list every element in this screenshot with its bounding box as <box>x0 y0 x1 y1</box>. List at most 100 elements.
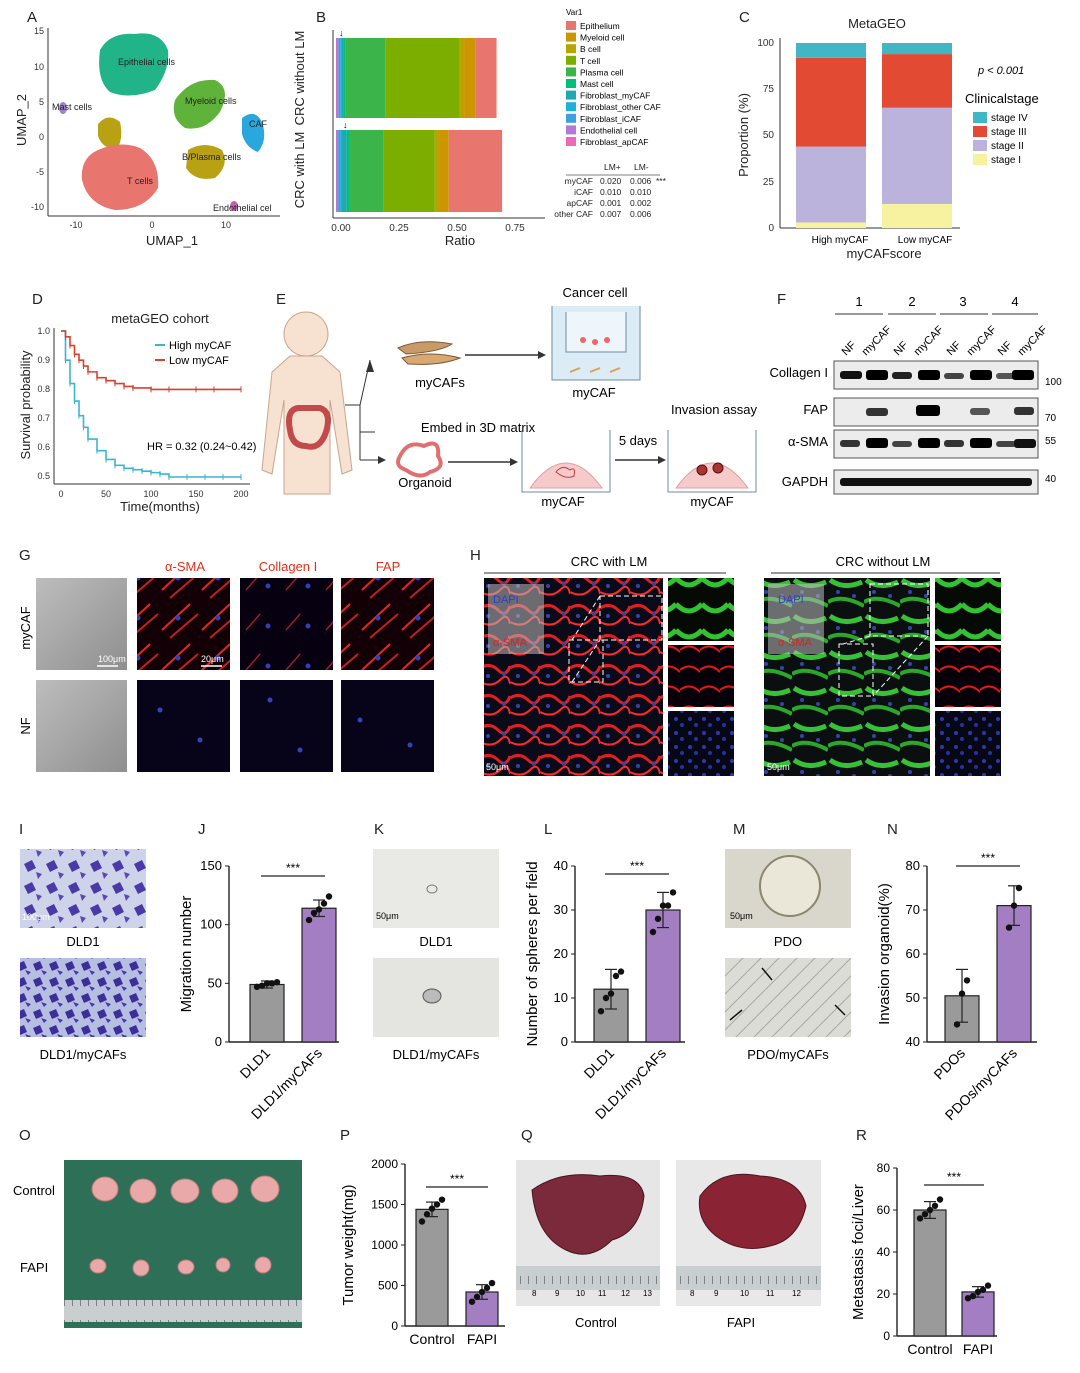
b-bar-segment <box>340 130 343 212</box>
q-label-control: Control <box>575 1315 617 1330</box>
b-bar-segment <box>448 130 503 212</box>
label-myeloid: Myeloid cells <box>185 96 237 106</box>
data-point <box>433 1201 441 1208</box>
k-sphere-large <box>422 988 442 1004</box>
tick: 10 <box>34 62 44 72</box>
data-point <box>473 1293 481 1301</box>
b-row-val: 0.007 <box>600 209 622 219</box>
o-label-fapi: FAPI <box>20 1260 48 1275</box>
panel-letter-b: B <box>316 9 326 26</box>
f-lane-3: 3 <box>959 294 966 309</box>
panel-d-survival: metaGEO cohort 1.0 0.9 0.8 0.7 0.6 0.5 0… <box>18 311 256 514</box>
umap-x-label: UMAP_1 <box>146 233 198 248</box>
b-legend-label: Fibroblast_other CAF <box>580 102 661 112</box>
c-bar-segment <box>796 222 866 228</box>
tumor <box>254 1256 272 1274</box>
b-legend-label: T cell <box>580 56 600 66</box>
data-point <box>268 980 276 987</box>
b-row-val: 0.010 <box>600 187 622 197</box>
data-point <box>974 1288 982 1296</box>
tick: 200 <box>233 489 248 499</box>
mycafs-cells-icon <box>397 341 462 365</box>
b-bar-segment <box>336 38 339 118</box>
data-point <box>936 1196 944 1203</box>
ruler-num: 10 <box>740 1289 749 1298</box>
tick: -10 <box>69 220 82 230</box>
c-x-label: myCAFscore <box>846 246 921 261</box>
bar-y-tick-label: 80 <box>877 1161 891 1175</box>
b-bar-segment <box>338 38 341 118</box>
b-bar-segment <box>383 130 435 212</box>
panel-p-tumor-weight: 2000 1500 1000 500 0 Control FAPI *** Tumor weig… <box>340 1157 505 1347</box>
k-scale: 50μm <box>376 911 399 921</box>
c-bar-segment <box>796 57 866 147</box>
panel-letter-k: K <box>374 821 384 838</box>
umap-x-ticks: -10 0 10 <box>69 220 231 230</box>
e-branch-lines <box>345 404 375 460</box>
b-bar-segment <box>385 38 460 118</box>
q-label-fapi: FAPI <box>727 1315 755 1330</box>
tumor <box>215 1257 231 1273</box>
tick: 1.0 <box>37 326 50 336</box>
data-point <box>468 1298 476 1305</box>
cluster-tcells <box>81 144 159 210</box>
bar-y-tick-label: 1000 <box>371 1238 398 1252</box>
data-point <box>325 893 333 900</box>
tick: 0.9 <box>37 355 50 365</box>
b-bar-segment <box>342 130 347 212</box>
bar-y-label: Tumor weight(mg) <box>340 1184 357 1305</box>
b-bar-segment <box>336 130 339 212</box>
cluster-endothelial <box>230 201 238 211</box>
b-row-val: 0.010 <box>630 187 652 197</box>
b-legend-swatch <box>566 113 576 123</box>
b-legend-label: Endothelial cell <box>580 125 637 135</box>
h-title-right: CRC without LM <box>836 554 931 569</box>
data-point <box>654 915 662 922</box>
tumor <box>250 1175 280 1203</box>
b-legend-title: Var1 <box>566 8 583 17</box>
tumor <box>211 1178 239 1204</box>
h-left-zoom-lines <box>571 595 601 683</box>
e-days-label: 5 days <box>619 433 658 448</box>
label-caf: CAF <box>249 119 268 129</box>
bar-category-label: Control <box>409 1331 454 1347</box>
tick: 50 <box>101 489 111 499</box>
f-lane-label: myCAF <box>860 324 895 359</box>
h-right-roi <box>838 643 874 697</box>
label-tcells: T cells <box>127 176 153 186</box>
panel-letter-a: A <box>27 9 37 26</box>
bar-y-label: Migration number <box>178 896 195 1013</box>
data-point <box>418 1218 426 1225</box>
c-pvalue: p < 0.001 <box>977 65 1024 77</box>
e-mycaf-label-3: myCAF <box>690 494 733 509</box>
tumor <box>170 1178 200 1204</box>
b-caf-table: LM+ LM- myCAF 0.020 0.006 *** iCAF 0.010… <box>554 162 666 219</box>
bar-y-tick-label: 60 <box>906 946 920 961</box>
bar-y-label: Metastasis foci/Liver <box>850 1184 867 1320</box>
b-bar-segment <box>340 38 343 118</box>
c-legend: stage IV stage III stage II stage I <box>973 112 1028 166</box>
tick: 0.5 <box>37 471 50 481</box>
label-epithelial: Epithelial cells <box>118 57 176 67</box>
panel-letter-i: I <box>19 821 23 838</box>
f-lane-label: NF <box>840 339 859 358</box>
data-point <box>931 1202 939 1210</box>
g-collagen-mycaf <box>240 578 333 670</box>
g-col-asma: α-SMA <box>165 559 205 574</box>
h-right-red <box>935 645 1001 707</box>
b-legend-label: Fibroblast_iCAF <box>580 114 641 124</box>
g-col-fap: FAP <box>376 559 401 574</box>
tick: 25 <box>763 177 775 188</box>
band <box>970 438 992 448</box>
transwell-icon <box>551 306 641 381</box>
f-row-gapdh: GAPDH <box>782 474 828 489</box>
b-legend-label: Mast cell <box>580 79 614 89</box>
h-stain-asma: α-SMA <box>493 637 528 649</box>
c-legend-label: stage I <box>991 155 1021 166</box>
panel-letter-p: P <box>340 1127 350 1144</box>
tick: 15 <box>34 26 44 36</box>
f-marker: 55 <box>1045 436 1057 447</box>
b-bar-segment <box>475 38 497 118</box>
